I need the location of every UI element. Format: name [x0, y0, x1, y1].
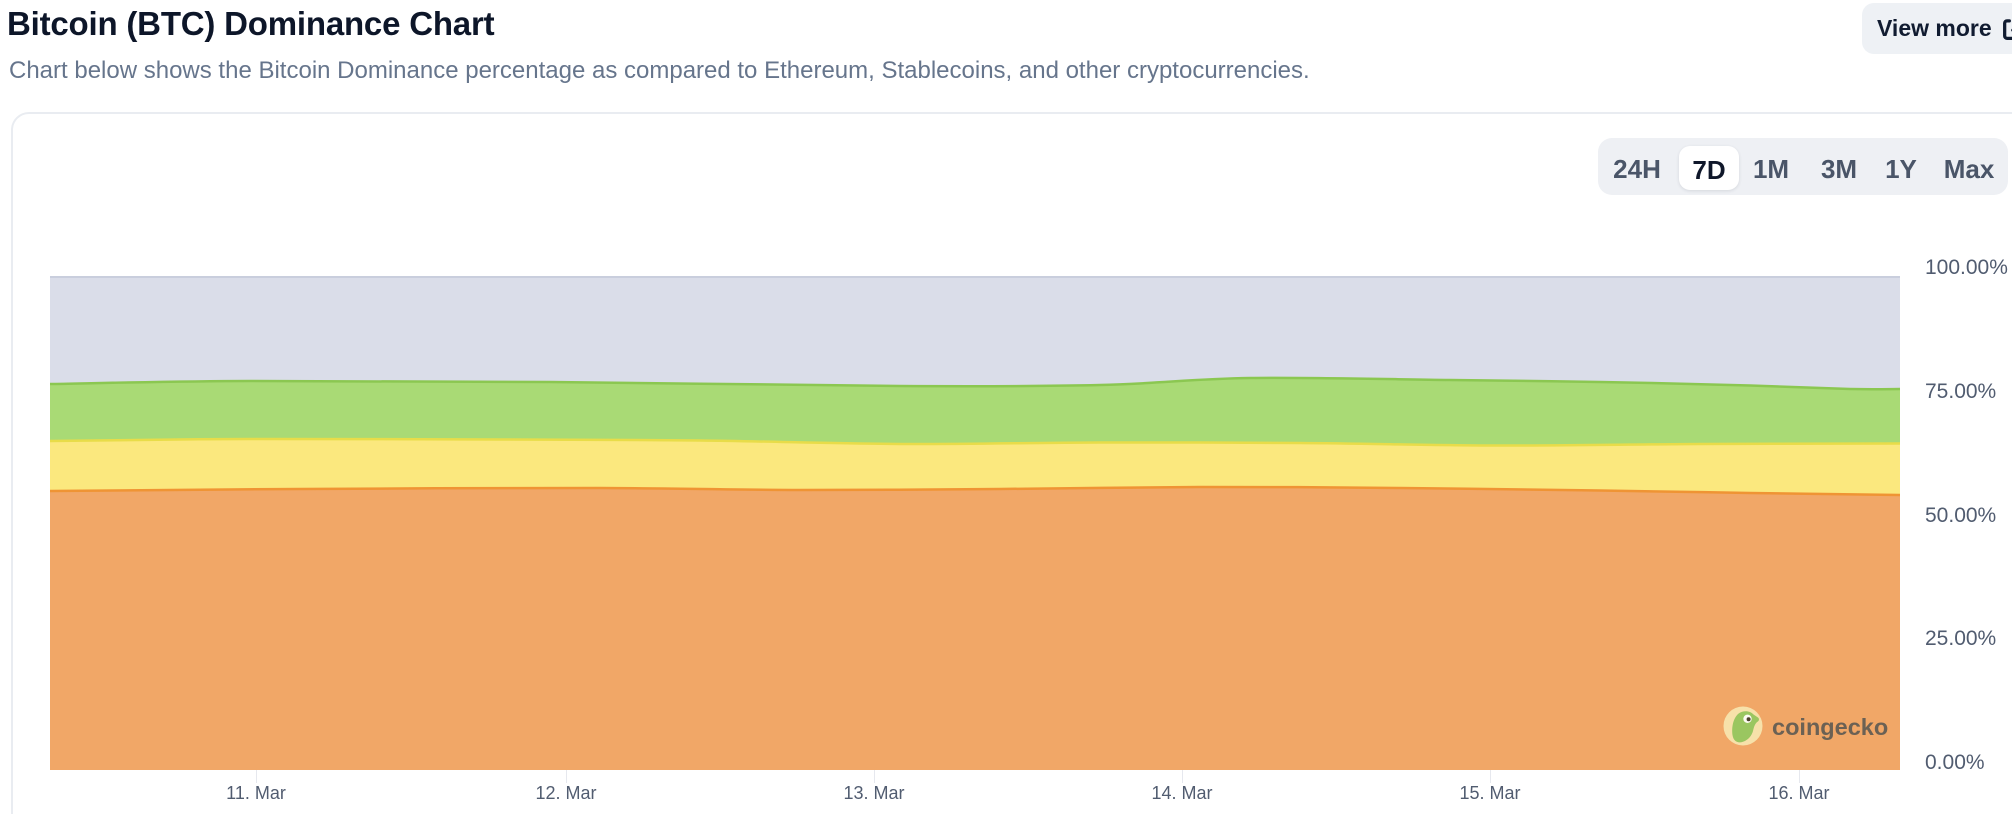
- svg-text:coingecko: coingecko: [1772, 714, 1888, 740]
